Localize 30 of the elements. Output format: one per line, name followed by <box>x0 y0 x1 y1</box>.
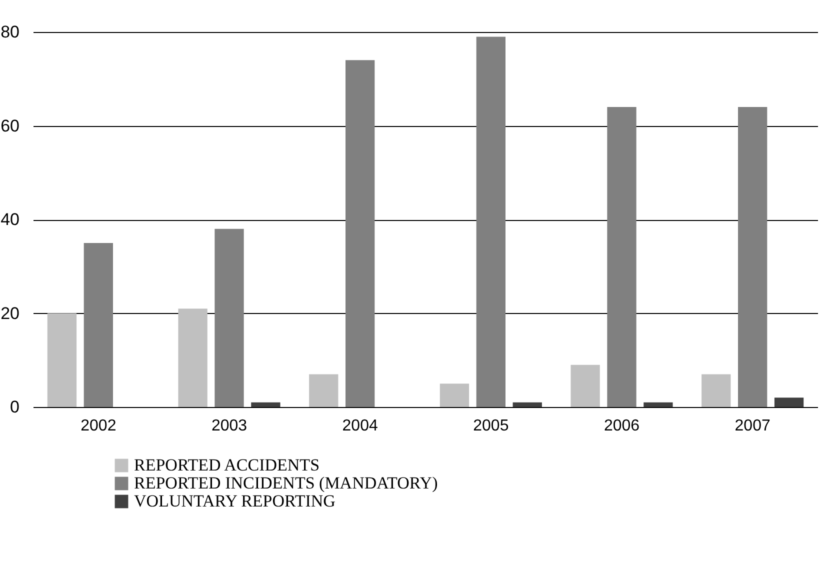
bar <box>47 313 77 407</box>
bar <box>178 308 208 407</box>
legend-label: REPORTED ACCIDENTS <box>134 456 320 474</box>
y-tick-label: 60 <box>0 116 20 136</box>
legend-label: VOLUNTARY REPORTING <box>134 492 336 510</box>
x-tick-label: 2006 <box>604 418 640 434</box>
y-tick-label: 20 <box>0 304 20 323</box>
y-tick-label: 0 <box>10 398 20 416</box>
bar <box>251 402 280 407</box>
bar <box>440 384 470 407</box>
bar <box>644 402 673 407</box>
bar <box>607 107 636 407</box>
bar <box>346 60 375 407</box>
bar <box>738 107 768 407</box>
legend-label: REPORTED INCIDENTS (MANDATORY) <box>134 474 438 492</box>
x-tick-label: 2003 <box>211 418 248 434</box>
y-tick-label: 40 <box>0 210 20 229</box>
x-tick-label: 2005 <box>473 418 509 434</box>
bar <box>774 398 804 407</box>
x-tick-label: 2002 <box>80 418 116 434</box>
bar <box>309 374 338 407</box>
x-tick-label: 2007 <box>734 418 770 434</box>
y-tick-label: 80 <box>0 22 20 42</box>
bar <box>476 36 506 407</box>
bar <box>84 242 113 407</box>
bar <box>512 402 542 407</box>
bar <box>702 374 731 407</box>
bar <box>214 228 244 407</box>
x-tick-label: 2004 <box>342 418 378 434</box>
bar <box>570 364 600 407</box>
